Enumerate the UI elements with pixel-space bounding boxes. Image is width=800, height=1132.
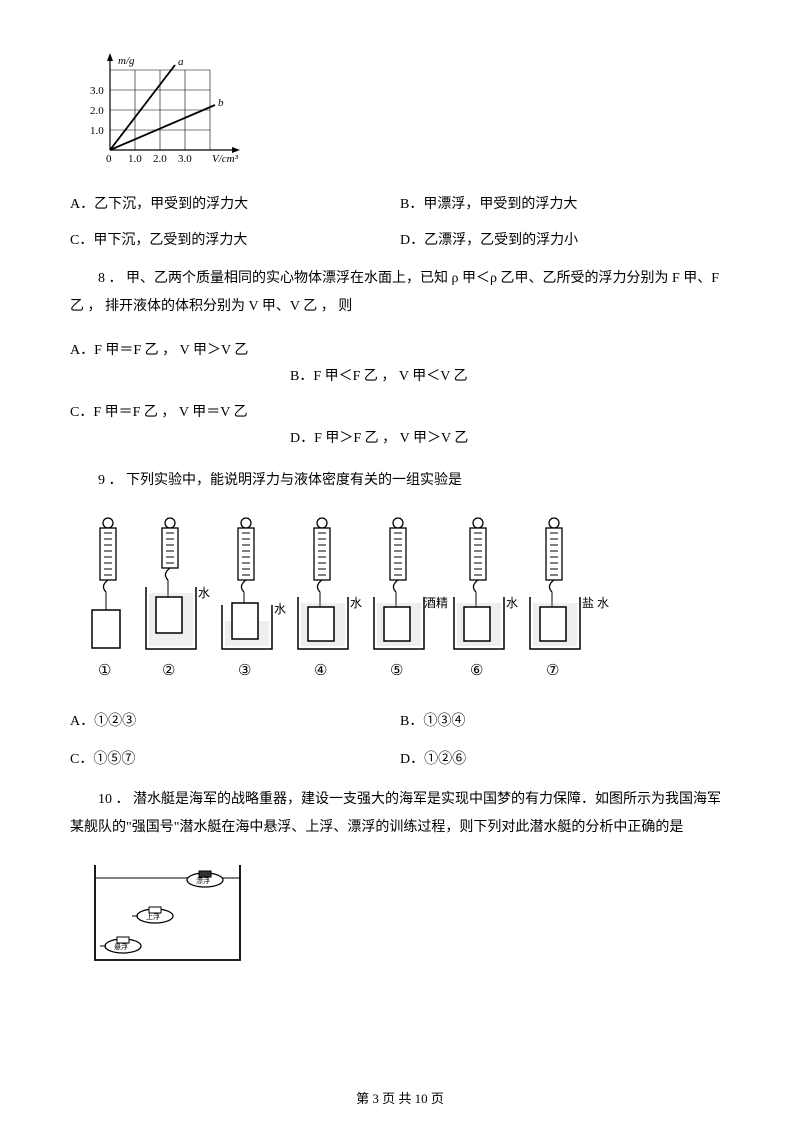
- svg-text:水: 水: [350, 596, 362, 610]
- svg-text:2.0: 2.0: [90, 105, 104, 117]
- q9-stem: 9 ． 下列实验中，能说明浮力与液体密度有关的一组实验是: [70, 467, 730, 495]
- q7-option-b: B．甲漂浮，甲受到的浮力大: [400, 193, 730, 213]
- svg-text:④: ④: [314, 663, 327, 679]
- svg-text:1.0: 1.0: [128, 153, 142, 165]
- svg-text:水: 水: [506, 596, 518, 610]
- q10-diagram: 漂浮 上浮 悬浮: [90, 860, 730, 975]
- svg-text:2.0: 2.0: [153, 153, 167, 165]
- y-axis-label: m/g: [118, 55, 135, 67]
- svg-text:③: ③: [238, 663, 251, 679]
- q7-option-c: C．甲下沉，乙受到的浮力大: [70, 229, 400, 249]
- svg-text:②: ②: [162, 663, 175, 679]
- svg-text:悬浮: 悬浮: [114, 942, 128, 951]
- q9-option-d: D．①②⑥: [400, 748, 730, 768]
- svg-text:1.0: 1.0: [90, 125, 104, 137]
- q8-option-a: A．F 甲＝F 乙 ， V 甲＞V 乙: [70, 339, 730, 359]
- q10-stem: 10 ． 潜水艇是海军的战略重器，建设一支强大的海军是实现中国梦的有力保障．如图…: [70, 786, 730, 842]
- svg-text:盐 水: 盐 水: [582, 596, 609, 610]
- q8-option-b: B．F 甲＜F 乙 ， V 甲＜V 乙: [70, 365, 730, 385]
- q7-option-d: D．乙漂浮，乙受到的浮力小: [400, 229, 730, 249]
- q7-graph: m/g a b 3.0 2.0 1.0 0 1.0 2.0 3.0 V/cm³: [80, 50, 730, 175]
- submarine-svg: 漂浮 上浮 悬浮: [90, 860, 250, 970]
- q8-option-c: C．F 甲＝F 乙 ， V 甲＝V 乙: [70, 401, 730, 421]
- svg-text:水: 水: [198, 586, 210, 600]
- svg-text:3.0: 3.0: [90, 85, 104, 97]
- svg-text:⑤: ⑤: [390, 663, 403, 679]
- svg-text:0: 0: [106, 153, 112, 165]
- spring-scales-svg: 水 水: [80, 515, 620, 685]
- q7-option-a: A．乙下沉，甲受到的浮力大: [70, 193, 400, 213]
- q9-options-row2: C．①⑤⑦ D．①②⑥: [70, 748, 730, 768]
- svg-text:漂浮: 漂浮: [196, 876, 210, 885]
- q7-options: A．乙下沉，甲受到的浮力大 B．甲漂浮，甲受到的浮力大 C．甲下沉，乙受到的浮力…: [70, 193, 730, 265]
- line-b-label: b: [218, 97, 224, 109]
- mv-graph-svg: m/g a b 3.0 2.0 1.0 0 1.0 2.0 3.0 V/cm³: [80, 50, 250, 170]
- q8-stem: 8 ． 甲、乙两个质量相同的实心物体漂浮在水面上，已知 ρ 甲＜ρ 乙甲、乙所受…: [70, 265, 730, 321]
- svg-text:⑦: ⑦: [546, 663, 559, 679]
- q9-options-row1: A．①②③ B．①③④: [70, 710, 730, 730]
- svg-text:水: 水: [274, 602, 286, 616]
- q9-option-c: C．①⑤⑦: [70, 748, 400, 768]
- q8-option-d: D．F 甲＞F 乙 ， V 甲＞V 乙: [70, 427, 730, 447]
- svg-text:上浮: 上浮: [146, 912, 160, 921]
- line-a-label: a: [178, 56, 184, 68]
- q9-diagram: 水 水: [80, 515, 730, 690]
- svg-text:⑥: ⑥: [470, 663, 483, 679]
- page-footer: 第 3 页 共 10 页: [0, 1088, 800, 1107]
- x-axis-label: V/cm³: [212, 153, 239, 165]
- svg-text:①: ①: [98, 663, 111, 679]
- q9-option-b: B．①③④: [400, 710, 730, 730]
- svg-text:3.0: 3.0: [178, 153, 192, 165]
- q9-option-a: A．①②③: [70, 710, 400, 730]
- svg-text:酒精: 酒精: [424, 596, 448, 610]
